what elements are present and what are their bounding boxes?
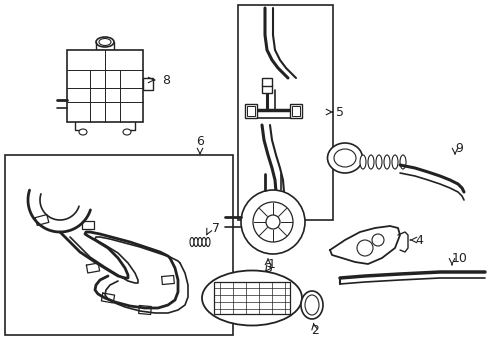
Ellipse shape: [198, 238, 202, 247]
Ellipse shape: [384, 155, 390, 169]
Ellipse shape: [190, 238, 194, 247]
Text: 3: 3: [264, 261, 272, 274]
Ellipse shape: [202, 238, 206, 247]
Circle shape: [372, 234, 384, 246]
Bar: [245, 104, 257, 118]
Ellipse shape: [99, 39, 111, 45]
Ellipse shape: [194, 238, 198, 247]
Text: 2: 2: [311, 324, 319, 337]
Text: 6: 6: [196, 135, 204, 148]
Text: 5: 5: [336, 105, 344, 118]
Circle shape: [357, 240, 373, 256]
Bar: [67, 50, 143, 122]
Ellipse shape: [96, 37, 114, 47]
Circle shape: [266, 215, 280, 229]
Ellipse shape: [202, 270, 302, 325]
Bar: [290, 104, 302, 118]
Ellipse shape: [305, 295, 319, 315]
Ellipse shape: [301, 291, 323, 319]
Text: 9: 9: [455, 141, 463, 154]
Ellipse shape: [327, 143, 363, 173]
Bar: [238, 5, 333, 220]
Ellipse shape: [123, 129, 131, 135]
Ellipse shape: [334, 149, 356, 167]
Ellipse shape: [206, 238, 210, 247]
Text: 1: 1: [268, 258, 276, 271]
Bar: [214, 282, 290, 314]
Bar: [292, 106, 300, 116]
Ellipse shape: [400, 155, 406, 169]
Text: 10: 10: [452, 252, 468, 265]
Bar: [247, 106, 255, 116]
Bar: [5, 155, 233, 335]
Bar: [262, 78, 272, 86]
Ellipse shape: [368, 155, 374, 169]
Text: 8: 8: [162, 73, 170, 86]
Text: 4: 4: [415, 234, 423, 247]
Ellipse shape: [376, 155, 382, 169]
Circle shape: [253, 202, 293, 242]
Bar: [262, 85, 272, 93]
Circle shape: [241, 190, 305, 254]
Ellipse shape: [79, 129, 87, 135]
Ellipse shape: [360, 155, 366, 169]
Ellipse shape: [392, 155, 398, 169]
Bar: [143, 78, 153, 90]
Text: 7: 7: [212, 221, 220, 234]
